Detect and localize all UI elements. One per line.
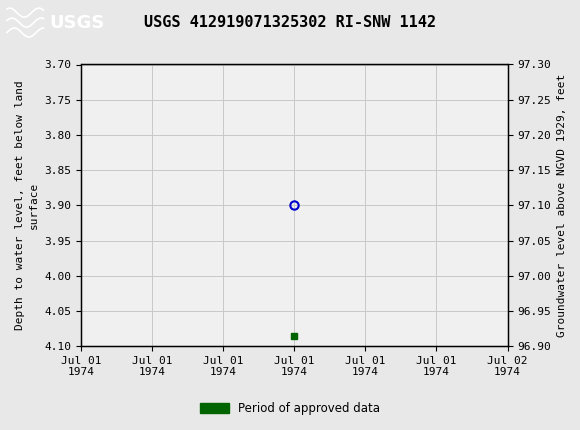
Y-axis label: Depth to water level, feet below land
surface: Depth to water level, feet below land su… xyxy=(15,80,39,330)
Legend: Period of approved data: Period of approved data xyxy=(195,397,385,420)
Text: USGS: USGS xyxy=(49,14,104,31)
Y-axis label: Groundwater level above NGVD 1929, feet: Groundwater level above NGVD 1929, feet xyxy=(557,74,567,337)
Text: USGS 412919071325302 RI-SNW 1142: USGS 412919071325302 RI-SNW 1142 xyxy=(144,15,436,30)
